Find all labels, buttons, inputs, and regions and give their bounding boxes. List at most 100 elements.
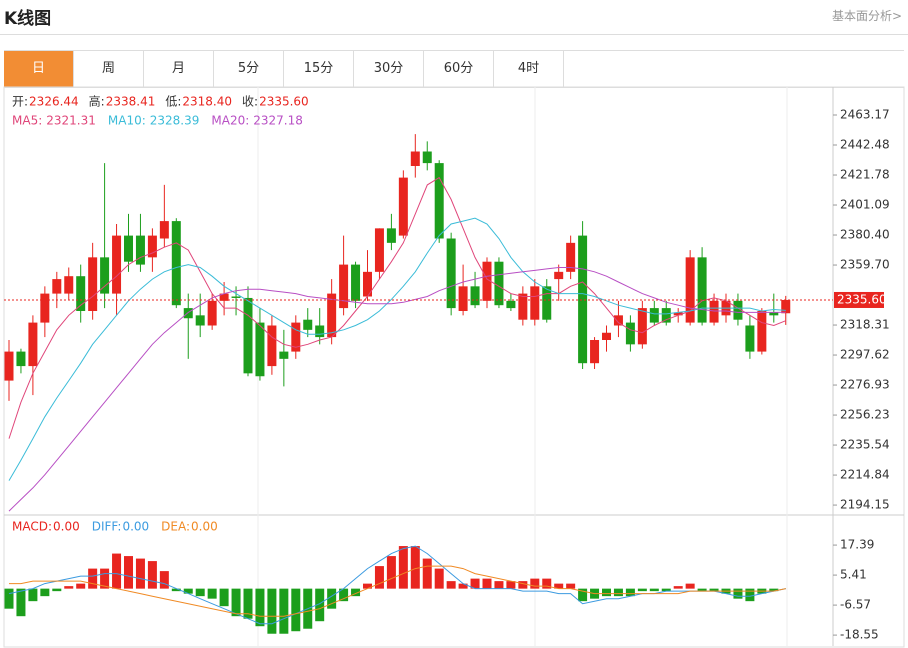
candle-body (781, 299, 791, 314)
candle-body (374, 228, 384, 272)
candle-body (40, 293, 50, 323)
ohlc-label: 高: (89, 94, 105, 109)
macd-bar (685, 583, 695, 589)
candle-body (195, 315, 205, 326)
ma-line (8, 176, 786, 439)
macd-bar (482, 578, 492, 589)
ohlc-label: 收: (242, 95, 258, 109)
y-tick-label: 2463.17 (840, 108, 890, 122)
candle-body (613, 315, 623, 326)
macd-bar (351, 588, 361, 597)
macd-bar (578, 588, 588, 602)
candle-body (482, 261, 492, 301)
candle-body (267, 325, 277, 367)
macd-bar (64, 586, 74, 589)
frame (3, 86, 905, 648)
y-tick-label: 5.41 (840, 568, 867, 582)
macd-bar (315, 588, 325, 622)
tab[interactable]: 日 (4, 51, 74, 87)
y-tick-label: -6.57 (840, 598, 871, 612)
fundamental-link[interactable]: 基本面分析> (831, 9, 902, 23)
candle-body (398, 177, 408, 236)
candle-body (649, 308, 659, 323)
macd-bar (76, 583, 86, 589)
macd-bar (374, 566, 384, 589)
macd-legend-value: 0.00 (122, 520, 149, 534)
candle-body (745, 325, 755, 352)
candle-body (386, 228, 396, 243)
candle-body (733, 300, 743, 320)
macd-legend-name: DIFF: (92, 520, 122, 534)
candle-body (446, 238, 456, 309)
candle-body (16, 351, 26, 367)
ma-legend-value: 2328.39 (150, 114, 200, 128)
ohlc-value: 2335.60 (259, 95, 309, 109)
macd-bar (398, 546, 408, 589)
candle-body (124, 235, 133, 262)
tab[interactable]: 5分 (214, 51, 284, 87)
candle-body (518, 293, 528, 320)
macd-bar (124, 556, 133, 589)
macd-bar (625, 588, 635, 597)
candle-body (171, 221, 181, 306)
tab[interactable]: 30分 (354, 51, 424, 87)
candle-body (64, 276, 74, 294)
candle-body (112, 235, 122, 294)
tab[interactable]: 60分 (424, 51, 494, 87)
macd-bar (339, 588, 349, 602)
macd-bar (183, 588, 193, 594)
candle-body (243, 297, 253, 374)
tab[interactable]: 月 (144, 51, 214, 87)
macd-bar (554, 583, 564, 589)
candle-body (757, 310, 767, 352)
candle-body (590, 339, 600, 364)
macd-bar (506, 581, 516, 589)
macd-bar (613, 588, 623, 597)
candle-body (303, 319, 313, 330)
candle-body (315, 325, 325, 338)
candle-body (327, 293, 337, 338)
candle-body (578, 235, 588, 364)
ma-legend-value: 2327.18 (253, 114, 303, 128)
macd-bar (279, 588, 289, 634)
macd-bar (219, 588, 229, 607)
tab[interactable]: 15分 (284, 51, 354, 87)
candle-body (422, 151, 432, 164)
macd-bar (231, 588, 241, 617)
y-tick-label: 2359.70 (840, 258, 890, 272)
last-price-label: 2335.60 (837, 292, 887, 306)
macd-bar (709, 588, 719, 592)
macd-bar (147, 561, 157, 589)
candle-body (434, 163, 444, 239)
ohlc-label: 开: (12, 95, 28, 109)
y-tick-label: 2318.31 (840, 318, 890, 332)
candle-body (291, 322, 301, 352)
macd-bar (769, 588, 779, 592)
macd-bar (28, 588, 38, 602)
macd-legend-name: DEA: (161, 520, 190, 534)
y-tick-label: 17.39 (840, 538, 874, 552)
candle-body (566, 242, 576, 272)
dea-line (9, 565, 786, 617)
period-tabs: 日周月 5分 15分 30分 60分 4时 (4, 50, 904, 88)
ohlc-label: 低: (165, 95, 181, 109)
tab[interactable]: 4时 (494, 51, 564, 87)
y-tick-label: 2194.15 (840, 498, 890, 512)
tab[interactable]: 周 (74, 51, 144, 87)
macd-bar (566, 583, 576, 589)
candle-body (637, 308, 647, 345)
candle-body (255, 322, 265, 377)
ma-line (8, 217, 786, 481)
macd-bar (135, 558, 145, 589)
macd-bar (159, 571, 169, 589)
macd-legend-value: 0.00 (53, 520, 80, 534)
ma-legend-value: 2321.31 (46, 114, 96, 128)
candle-body (410, 151, 420, 167)
candle-body (673, 312, 683, 316)
ma-legend-name: MA10: (108, 114, 146, 128)
chart: 2463.17 2442.48 2421.78 2401.09 2380.40 2359.… (3, 86, 905, 648)
macd-bar (697, 588, 707, 592)
y-tick-label: 2214.84 (840, 468, 890, 482)
macd-bar (386, 556, 396, 589)
macd-bar (291, 588, 301, 632)
